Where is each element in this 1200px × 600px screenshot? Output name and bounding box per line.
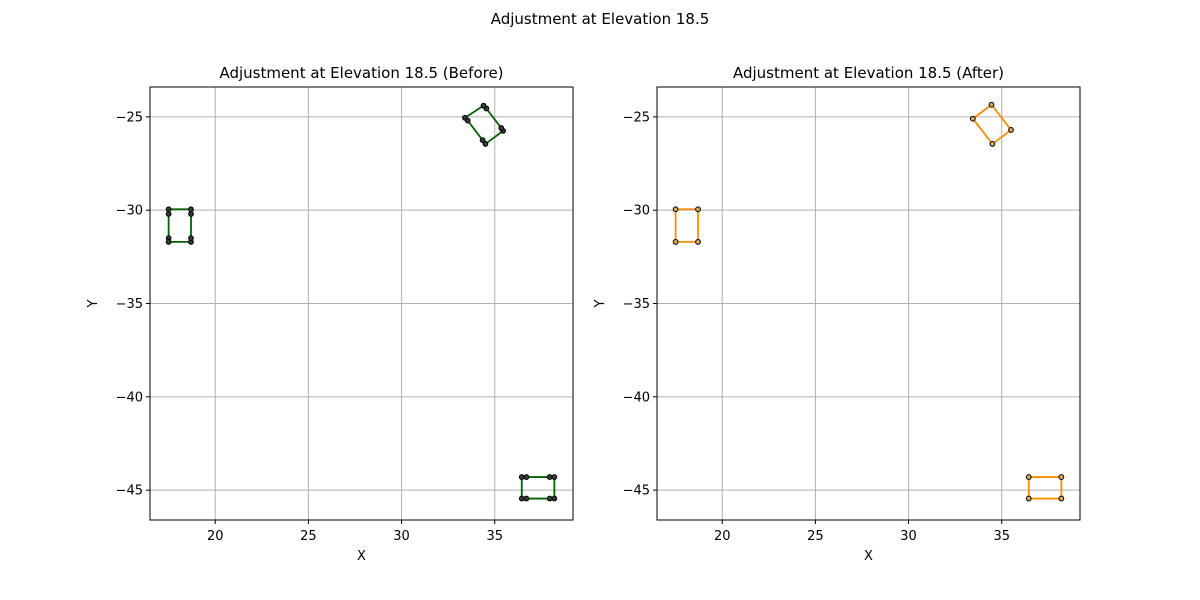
before-series-2-point <box>479 137 486 144</box>
before-series-2-point <box>480 102 487 109</box>
before-series-2-point <box>464 117 471 124</box>
before-series-1-point <box>165 239 172 245</box>
after-series-2-point <box>969 115 976 122</box>
before-series-1-point <box>165 211 172 217</box>
before-y-tick-label: −25 <box>116 110 143 125</box>
after-series-2-point <box>988 101 995 108</box>
before-x-tick-label: 25 <box>300 529 317 544</box>
after-series-1-point <box>695 206 701 213</box>
after-chart-panel: 20 25 30 35 −25 −30 −35 −40 −45 Adjustment at Ele… <box>593 64 1081 564</box>
after-series-1-point <box>695 239 701 245</box>
after-y-tick-label: −30 <box>623 204 650 219</box>
after-series-3-point <box>1025 474 1032 480</box>
before-series-3-point <box>523 495 530 502</box>
before-series-3-point <box>523 474 530 480</box>
before-y-tick-label: −30 <box>116 204 143 219</box>
before-y-tick-label: −40 <box>116 390 143 405</box>
after-series-2-point <box>989 141 996 147</box>
after-y-axis-label: Y <box>593 299 608 308</box>
before-series-1-point <box>165 206 172 213</box>
after-y-tick-label: −25 <box>623 110 650 125</box>
before-x-tick-label: 20 <box>207 529 224 544</box>
after-x-axis-label: X <box>864 549 873 564</box>
figure-suptitle: Adjustment at Elevation 18.5 <box>491 10 710 28</box>
before-series-1-point <box>188 211 194 217</box>
before-y-axis-label: Y <box>86 299 101 308</box>
before-y-tick-label: −35 <box>116 297 143 312</box>
before-series-3-point <box>546 474 553 480</box>
before-series-3-point <box>546 495 553 502</box>
after-series-1-point <box>672 239 679 245</box>
before-series-3-point <box>518 495 525 502</box>
before-chart-panel: 20 25 30 35 −25 −30 −35 −40 −45 Adjustment at Ele… <box>86 64 574 564</box>
after-y-tick-label: −35 <box>623 297 650 312</box>
before-series-3-point <box>518 474 525 480</box>
before-y-tick-label: −45 <box>116 484 143 499</box>
before-x-tick-label: 30 <box>393 529 410 544</box>
after-y-tick-label: −40 <box>623 390 650 405</box>
before-chart-title: Adjustment at Elevation 18.5 (Before) <box>219 64 503 82</box>
after-x-tick-label: 30 <box>900 529 917 544</box>
before-series-3-point <box>551 495 558 502</box>
after-x-tick-label: 35 <box>993 529 1010 544</box>
before-x-tick-label: 35 <box>486 529 503 544</box>
after-series-3-point <box>1058 474 1065 480</box>
after-x-tick-label: 20 <box>714 529 731 544</box>
before-series-2-point <box>498 125 505 131</box>
after-series-3-point <box>1058 495 1065 502</box>
before-series-2-point <box>482 141 489 147</box>
after-chart-title: Adjustment at Elevation 18.5 (After) <box>733 64 1004 82</box>
after-x-tick-label: 25 <box>807 529 824 544</box>
after-series-2-point <box>1008 127 1014 133</box>
before-x-axis-label: X <box>357 549 366 564</box>
before-series-1-point <box>188 235 194 242</box>
before-series-3-point <box>551 474 558 480</box>
after-y-tick-label: −45 <box>623 484 650 499</box>
after-series-1-point <box>672 206 679 213</box>
after-series-3-point <box>1025 495 1032 502</box>
before-series-1-point <box>188 206 194 213</box>
